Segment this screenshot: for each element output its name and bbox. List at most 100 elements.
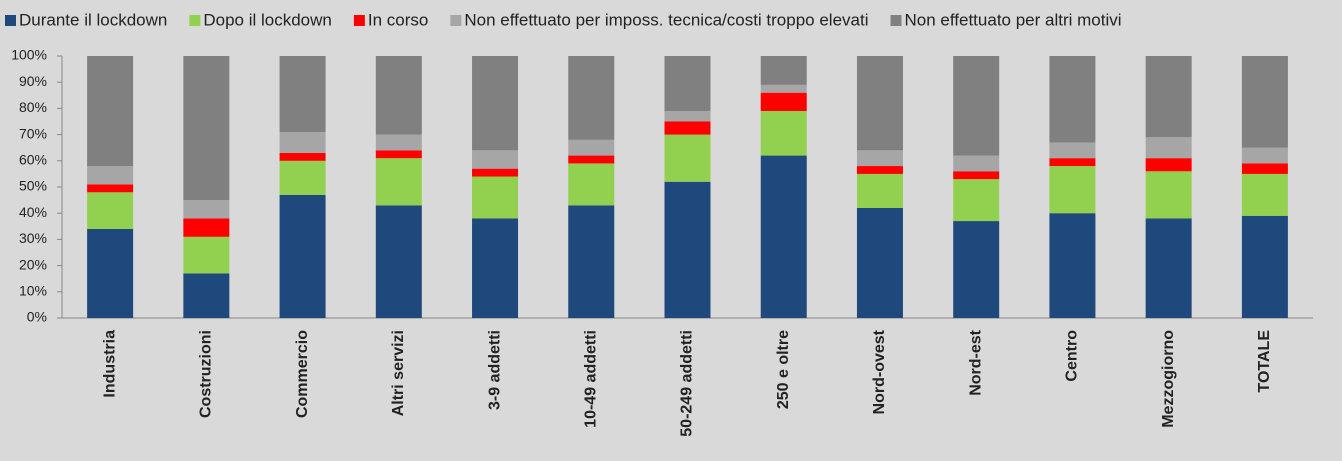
x-tick-label: Commercio	[294, 330, 311, 418]
bar-segment	[375, 56, 422, 135]
bar-segment	[760, 56, 807, 85]
bar-segment	[856, 207, 903, 318]
bar-segment	[87, 56, 134, 167]
bar-segment	[183, 56, 230, 201]
bar-segment	[472, 176, 519, 219]
bar-segment	[664, 111, 711, 122]
bar-segment	[472, 150, 519, 169]
x-tick-label: 50-249 addetti	[679, 330, 696, 437]
legend-swatch	[450, 15, 462, 26]
bar-segment	[87, 184, 134, 193]
y-tick-label: 80%	[19, 99, 47, 115]
y-tick-label: 60%	[19, 152, 47, 168]
bar-segment	[1241, 163, 1288, 174]
y-tick-label: 20%	[19, 256, 47, 272]
bar-segment	[760, 84, 807, 93]
bar-segment	[183, 273, 230, 318]
bar-segment	[568, 163, 615, 206]
legend-label: Dopo il lockdown	[203, 10, 332, 29]
bar-segment	[568, 205, 615, 318]
bar-segment	[856, 150, 903, 167]
bar-segment	[87, 228, 134, 318]
bar-segment	[1241, 215, 1288, 318]
bar-segment	[568, 155, 615, 164]
bar-segment	[664, 121, 711, 135]
bar-segment	[760, 92, 807, 112]
x-tick-label: Mezzogiorno	[1160, 330, 1177, 428]
legend-swatch	[890, 15, 902, 26]
x-tick-label: Nord-ovest	[871, 329, 888, 414]
bar-segment	[760, 111, 807, 156]
y-tick-label: 90%	[19, 73, 47, 89]
y-tick-label: 70%	[19, 125, 47, 141]
legend-swatch	[353, 15, 365, 26]
x-tick-label: 10-49 addetti	[582, 330, 599, 428]
y-tick-label: 100%	[11, 47, 47, 63]
bar-segment	[472, 168, 519, 177]
bar-segment	[1145, 56, 1192, 138]
x-tick-label: 3-9 addetti	[486, 330, 503, 410]
bar-segment	[375, 150, 422, 159]
bar-segment	[953, 179, 1000, 222]
bar-segment	[568, 56, 615, 140]
bar-segment	[375, 205, 422, 318]
legend-label: Non effettuato per imposs. tecnica/costi…	[464, 10, 868, 29]
bar-segment	[953, 155, 1000, 172]
y-tick-label: 40%	[19, 204, 47, 220]
bar-segment	[279, 194, 326, 318]
bar-segment	[375, 158, 422, 206]
bar-segment	[183, 218, 230, 237]
bar-segment	[1049, 142, 1096, 159]
bar-segment	[87, 192, 134, 229]
bar-segment	[1241, 56, 1288, 148]
bar-segment	[953, 171, 1000, 180]
bar-segment	[1145, 137, 1192, 159]
bar-segment	[375, 134, 422, 151]
bar-segment	[1145, 158, 1192, 172]
x-tick-label: Industria	[101, 330, 118, 398]
bar-segment	[87, 166, 134, 185]
bar-segment	[279, 131, 326, 153]
bar-segment	[1145, 171, 1192, 219]
bar-segment	[183, 200, 230, 219]
bar-segment	[472, 218, 519, 318]
bar-segment	[279, 160, 326, 195]
y-tick-label: 50%	[19, 178, 47, 194]
bar-segment	[1049, 166, 1096, 214]
bar-segment	[1241, 147, 1288, 164]
bar-segment	[760, 155, 807, 318]
y-tick-label: 10%	[19, 283, 47, 299]
bar-segment	[953, 221, 1000, 318]
bar-segment	[664, 134, 711, 182]
legend-swatch	[189, 15, 201, 26]
bar-segment	[1145, 218, 1192, 318]
legend-swatch	[5, 15, 16, 26]
bar-segment	[472, 56, 519, 151]
bar-segment	[953, 56, 1000, 156]
bar-segment	[279, 152, 326, 161]
x-tick-label: TOTALE	[1256, 330, 1273, 393]
bar-segment	[1049, 213, 1096, 318]
x-tick-label: Centro	[1064, 330, 1081, 382]
bar-segment	[568, 139, 615, 156]
legend-label: Non effettuato per altri motivi	[905, 10, 1122, 29]
bar-segment	[664, 181, 711, 318]
bar-segment	[856, 166, 903, 174]
x-tick-label: 250 e oltre	[775, 330, 792, 409]
y-tick-label: 0%	[27, 309, 47, 325]
x-tick-label: Altri servizi	[390, 330, 407, 416]
x-tick-label: Nord-est	[967, 329, 984, 395]
bar-segment	[1049, 158, 1096, 167]
legend-label: In corso	[368, 10, 428, 29]
bar-segment	[1049, 56, 1096, 143]
x-tick-label: Costruzioni	[198, 330, 215, 418]
bar-segment	[183, 236, 230, 274]
bar-segment	[856, 56, 903, 151]
bar-segment	[856, 173, 903, 208]
y-tick-label: 30%	[19, 230, 47, 246]
bar-segment	[279, 56, 326, 132]
legend-label: Durante il lockdown	[19, 10, 167, 29]
bar-segment	[1241, 173, 1288, 216]
bar-segment	[664, 56, 711, 112]
